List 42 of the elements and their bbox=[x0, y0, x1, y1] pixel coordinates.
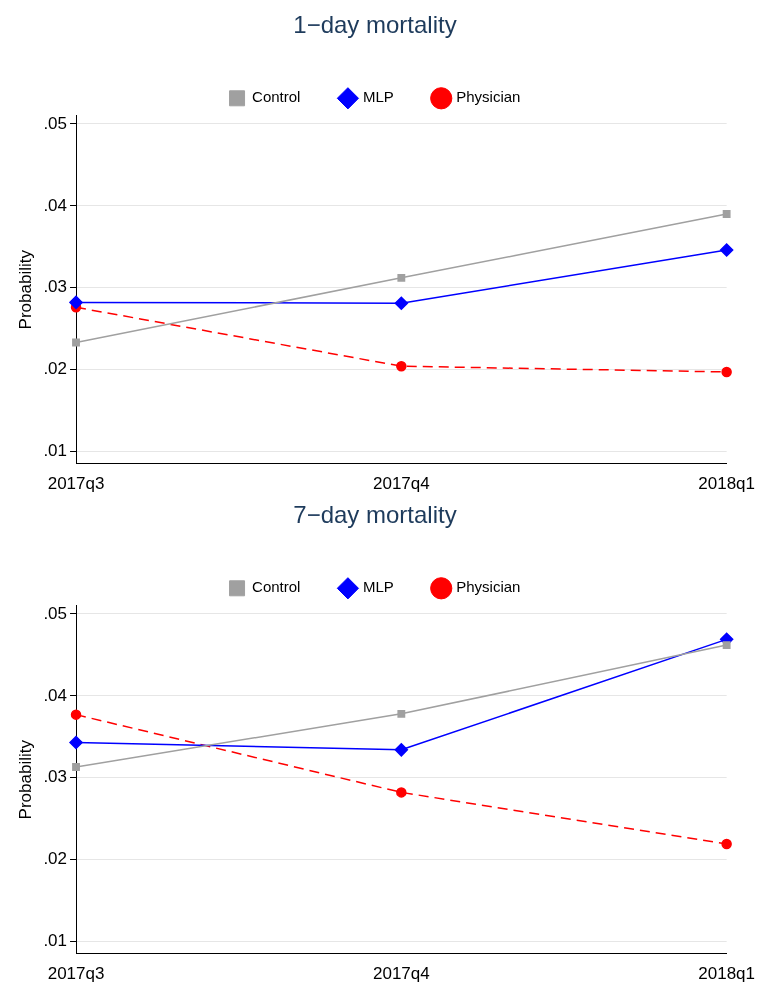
legend-label: Physician bbox=[456, 88, 521, 106]
y-tick-label: .02 bbox=[43, 849, 68, 869]
legend-label: Control bbox=[252, 578, 301, 596]
point bbox=[719, 243, 734, 257]
x-tick-label: 2017q4 bbox=[372, 474, 430, 494]
x-tick-label: 2017q3 bbox=[47, 474, 105, 494]
y-tick-label: .03 bbox=[43, 767, 68, 787]
legend-label: MLP bbox=[362, 578, 394, 596]
legend-label: MLP bbox=[362, 88, 394, 106]
point bbox=[721, 838, 732, 850]
legend-label: Control bbox=[252, 88, 301, 106]
y-tick-label: .01 bbox=[43, 931, 68, 951]
legend-label: Physician bbox=[456, 578, 521, 596]
point bbox=[396, 787, 407, 798]
point bbox=[721, 366, 732, 378]
y-tick-label: .04 bbox=[43, 685, 68, 705]
point bbox=[396, 360, 407, 372]
y-axis-title: Probability bbox=[15, 249, 35, 330]
x-tick-label: 2017q3 bbox=[47, 964, 105, 984]
point bbox=[397, 273, 406, 282]
chart-title: 1−day mortality bbox=[293, 11, 457, 39]
y-tick-label: .01 bbox=[43, 441, 68, 461]
point bbox=[397, 709, 406, 718]
point bbox=[72, 763, 80, 771]
point bbox=[72, 338, 80, 347]
y-tick-label: .03 bbox=[43, 277, 68, 297]
point bbox=[394, 743, 409, 757]
y-axis-title: Probability bbox=[15, 739, 35, 820]
y-tick-label: .02 bbox=[43, 359, 68, 379]
x-tick-label: 2018q1 bbox=[698, 474, 755, 494]
point bbox=[69, 735, 83, 750]
x-tick-label: 2017q4 bbox=[372, 964, 430, 984]
chart-title: 7−day mortality bbox=[293, 501, 457, 529]
point bbox=[70, 709, 82, 720]
point bbox=[722, 210, 731, 218]
point bbox=[722, 641, 731, 650]
y-tick-label: .04 bbox=[43, 195, 68, 215]
x-tick-label: 2018q1 bbox=[698, 964, 755, 984]
y-tick-label: .05 bbox=[43, 113, 68, 133]
y-tick-label: .05 bbox=[43, 603, 68, 623]
point bbox=[69, 295, 83, 310]
point bbox=[394, 296, 409, 310]
